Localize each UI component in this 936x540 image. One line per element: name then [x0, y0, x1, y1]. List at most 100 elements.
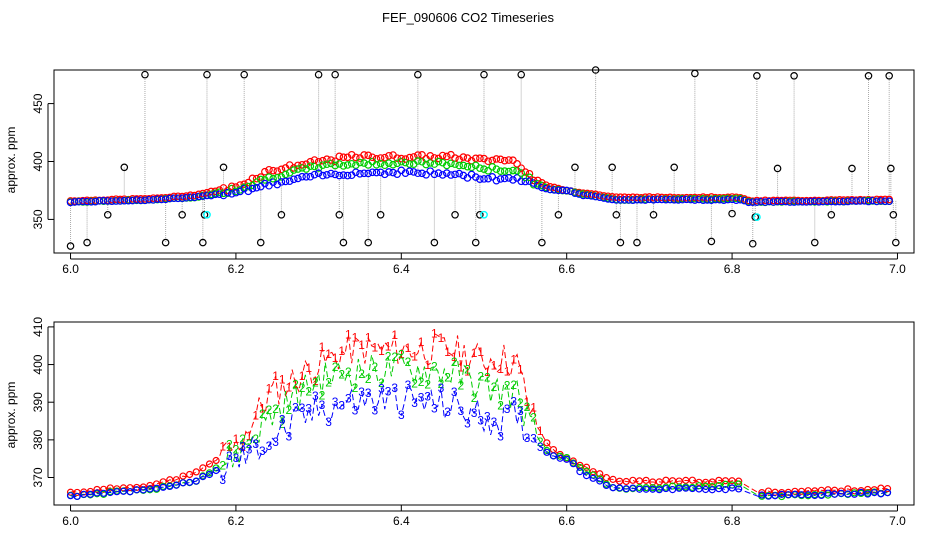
upper-y-tick-label: 400 — [31, 151, 45, 171]
series-1-symbol: 1 — [438, 331, 445, 345]
series-3-symbol: 3 — [438, 381, 445, 395]
series-3-point — [372, 168, 381, 177]
series-1-marker — [642, 476, 650, 484]
series-2-point — [380, 161, 389, 170]
series-1-marker — [199, 464, 207, 472]
series-1-point — [459, 153, 468, 161]
series-3-marker — [778, 490, 786, 498]
series-3-point — [620, 196, 629, 204]
series-3-point — [314, 169, 323, 178]
series-1-point — [302, 160, 311, 169]
series-1-symbol: 1 — [279, 372, 286, 386]
outlier-point — [773, 164, 782, 173]
series-3-marker — [139, 486, 147, 494]
series-2-point — [393, 159, 401, 168]
series-1-marker — [622, 477, 630, 486]
series-2-symbol: 2 — [226, 438, 233, 452]
series-3-point — [389, 168, 397, 177]
series-3-point — [343, 171, 352, 180]
series-3-line — [70, 383, 888, 498]
outlier-point — [120, 163, 129, 172]
series-2-point — [356, 158, 364, 167]
series-3-point — [153, 195, 162, 203]
series-3-marker — [212, 466, 220, 475]
series-3-point — [744, 198, 753, 207]
cyan-point — [752, 213, 761, 221]
series-3-point — [852, 197, 860, 205]
series-3-point — [269, 178, 277, 186]
series-3-marker — [642, 485, 650, 493]
series-1-symbol: 1 — [424, 358, 431, 372]
series-3-marker — [569, 460, 577, 468]
series-3-point — [294, 174, 302, 183]
series-2-point — [323, 160, 331, 169]
series-2-point — [422, 160, 430, 169]
series-2-symbol: 2 — [530, 411, 537, 425]
series-3-point — [70, 198, 79, 206]
series-3-point — [356, 169, 364, 178]
outlier-point — [554, 210, 563, 219]
series-3-point — [215, 190, 224, 198]
series-2-symbol: 2 — [517, 396, 524, 410]
series-1-marker — [758, 489, 766, 497]
series-3-point — [554, 186, 563, 195]
series-2-marker — [735, 480, 743, 488]
series-1-point — [629, 193, 637, 201]
series-2-point — [360, 159, 368, 167]
series-2-symbol: 2 — [272, 402, 279, 416]
outlier-point — [178, 210, 186, 219]
series-3-point — [438, 171, 447, 179]
series-3-symbol: 3 — [391, 381, 398, 395]
series-2-line — [70, 353, 888, 498]
series-3-point — [670, 196, 678, 204]
outlier-point — [471, 238, 480, 247]
series-3-point — [290, 175, 298, 184]
series-1-symbol: 1 — [272, 369, 279, 383]
series-3-point — [149, 195, 158, 204]
series-3-point — [777, 197, 786, 206]
series-1-symbol: 1 — [477, 345, 484, 359]
series-2-symbol: 2 — [398, 348, 405, 362]
series-2-point — [459, 161, 468, 170]
series-3-point — [798, 198, 807, 206]
series-3-marker — [758, 491, 766, 499]
series-3-point — [678, 195, 687, 204]
series-2-point — [521, 173, 530, 182]
series-3-point — [600, 194, 608, 202]
series-1-point — [314, 157, 323, 166]
series-2-point — [310, 162, 319, 171]
series-3-symbol: 3 — [319, 398, 326, 412]
series-3-point — [782, 197, 790, 206]
series-1-symbol: 1 — [398, 347, 405, 361]
series-3-marker — [682, 484, 690, 492]
series-1-marker — [106, 484, 114, 492]
series-3-marker — [817, 491, 825, 500]
series-3-symbol: 3 — [292, 400, 299, 414]
series-3-marker — [622, 485, 630, 493]
series-2-marker — [582, 467, 591, 475]
series-1-point — [240, 180, 248, 188]
series-3-point — [227, 190, 236, 198]
series-3-point — [327, 169, 335, 178]
series-3-symbol: 3 — [405, 378, 412, 392]
series-1-point — [323, 155, 331, 163]
series-3-marker — [602, 481, 610, 490]
series-1-point — [335, 152, 344, 161]
series-2-symbol: 2 — [292, 377, 299, 391]
series-3-point — [765, 197, 774, 206]
series-3-point — [682, 195, 691, 204]
series-3-point — [860, 197, 869, 205]
upper-x-tick-label: 6.6 — [558, 262, 575, 276]
series-2-symbol: 2 — [497, 399, 504, 413]
series-3-marker — [662, 484, 670, 493]
series-1-symbol: 1 — [484, 365, 491, 379]
series-3-point — [538, 183, 546, 192]
series-1-marker — [831, 486, 839, 494]
series-3-point — [546, 185, 554, 194]
series-3-symbol: 3 — [491, 415, 498, 429]
series-3-point — [579, 191, 588, 200]
series-2-symbol: 2 — [411, 377, 418, 391]
outlier-point — [649, 210, 658, 219]
series-1-marker — [126, 484, 134, 492]
series-1-symbol: 1 — [319, 340, 326, 354]
